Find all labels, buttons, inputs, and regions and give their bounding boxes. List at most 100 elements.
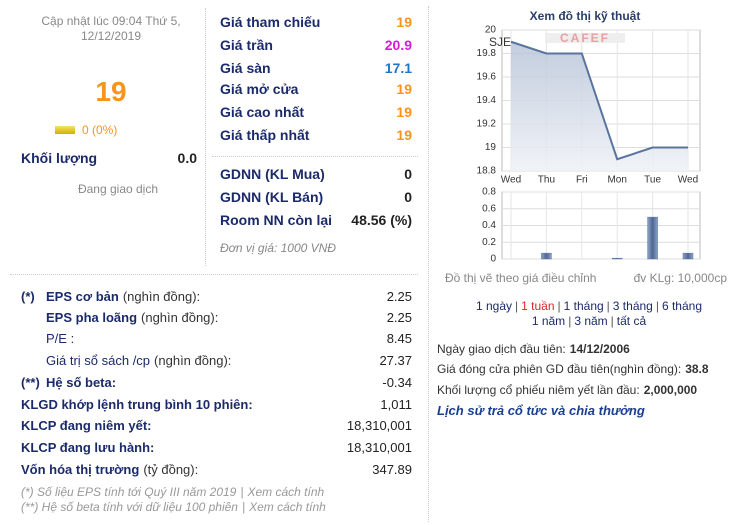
price-value: 19	[396, 81, 412, 97]
price-change: 0 (0%)	[82, 123, 118, 137]
y-tick-label: 0	[490, 254, 496, 265]
price-label: Giá sàn	[220, 60, 271, 76]
volume-value: 0.0	[177, 150, 197, 166]
logo-bg	[545, 33, 625, 43]
stat-unit: (nghìn đồng):	[141, 310, 219, 325]
foreign-value: 0	[404, 189, 412, 205]
range-link[interactable]: 3 tháng	[612, 299, 653, 313]
divider	[212, 156, 418, 157]
foreign-label: Room NN còn lại	[220, 212, 333, 228]
separator: |	[240, 485, 244, 499]
chart-note: Đồ thị vẽ theo giá điều chỉnh	[445, 271, 597, 285]
stat-value: -0.34	[382, 375, 412, 390]
stat-label-text: Vốn hóa thị trường	[21, 462, 140, 477]
bar	[682, 252, 694, 260]
range-link[interactable]: 3 năm	[574, 314, 608, 328]
price-value: 19	[396, 104, 412, 120]
stat-unit: (nghìn đồng):	[154, 353, 232, 368]
x-tick-label: Tue	[644, 175, 661, 186]
range-link[interactable]: 1 năm	[531, 314, 566, 328]
foreign-value: 48.56 (%)	[351, 212, 412, 228]
stat-value: 2.25	[386, 310, 412, 325]
price-label: Giá trần	[220, 37, 273, 53]
y-tick-label: 0.2	[482, 237, 496, 248]
foreign-label: GDNN (KL Bán)	[220, 189, 324, 205]
x-tick-label: Wed	[501, 175, 521, 186]
stat-label: KLGD khớp lệnh trung bình 10 phiên:	[21, 397, 253, 412]
y-tick-label: 19.8	[477, 48, 497, 59]
stat-marker: (**)	[21, 375, 40, 390]
stat-label: Giá trị sổ sách /cp (nghìn đồng):	[46, 353, 231, 369]
range-link[interactable]: 1 ngày	[475, 299, 512, 313]
range-link[interactable]: 6 tháng	[661, 299, 703, 313]
info-label: Ngày giao dịch đầu tiên:	[437, 342, 566, 356]
stat-value: 27.37	[379, 353, 412, 368]
foreign-label: GDNN (KL Mua)	[220, 166, 325, 182]
change-indicator	[55, 126, 75, 134]
line	[510, 40, 688, 161]
stat-unit: (tỷ đồng):	[143, 462, 199, 477]
foreign-value: 0	[404, 166, 412, 182]
stat-unit: (nghìn đồng):	[122, 289, 201, 304]
ticker: SJE	[489, 35, 511, 49]
y-tick-label: 0.4	[482, 220, 496, 231]
info-line: Giá đóng cửa phiên GD đầu tiên(nghìn đồn…	[437, 361, 709, 377]
divider	[205, 8, 206, 266]
footnote: (*) Số liệu EPS tính tới Quý III năm 201…	[21, 484, 324, 500]
chart-title[interactable]: Xem đồ thị kỹ thuật	[529, 9, 641, 23]
stat-value: 18,310,001	[346, 440, 412, 455]
y-tick-label: 0.6	[482, 203, 496, 214]
y-tick-label: 19	[485, 142, 497, 153]
divider	[428, 6, 429, 522]
x-tick-label: Thu	[538, 175, 555, 186]
logo: CAFEF	[560, 31, 610, 45]
stat-value: 347.89	[372, 462, 412, 477]
info-label: Giá đóng cửa phiên GD đầu tiên(nghìn đồn…	[437, 362, 682, 376]
range-links: 1 ngày | 1 tuần | 1 tháng | 3 tháng | 6 tháng 1 n…	[459, 299, 719, 329]
info-line: Ngày giao dịch đầu tiên: 14/12/2006	[437, 341, 630, 357]
separator: |	[568, 314, 572, 328]
range-link[interactable]: 1 tháng	[563, 299, 604, 313]
trading-status: Đang giao dịch	[77, 182, 159, 196]
stat-value: 8.45	[386, 331, 412, 346]
y-tick-label: 19.2	[477, 119, 497, 130]
info-line: Khối lượng cổ phiếu niêm yết lần đầu: 2,0…	[437, 382, 697, 398]
footnote-link[interactable]: Xem cách tính	[247, 485, 325, 499]
history-link[interactable]: Lịch sử trả cổ tức và chia thưởng	[437, 403, 645, 418]
stat-label: KLCP đang lưu hành:	[21, 440, 155, 455]
volume-label: Khối lượng	[21, 150, 98, 166]
stat-label: Vốn hóa thị trường (tỷ đồng):	[21, 462, 198, 478]
stat-label: EPS pha loãng (nghìn đồng):	[46, 310, 218, 326]
range-link[interactable]: tất cả	[616, 314, 647, 328]
price-value: 20.9	[384, 37, 412, 53]
range-link[interactable]: 1 tuần	[521, 299, 555, 313]
stat-label: P/E :	[46, 331, 75, 346]
x-tick-label: Mon	[607, 175, 626, 186]
y-tick-label: 0.8	[482, 187, 496, 198]
y-tick-label: 20	[485, 25, 497, 36]
bar	[611, 257, 623, 260]
separator: |	[557, 299, 561, 313]
stat-label-text: Giá trị sổ sách /cp	[46, 353, 151, 368]
footnote-text: (**) Hệ số beta tính với dữ liệu 100 phi…	[21, 500, 238, 514]
stat-label: EPS cơ bản (nghìn đồng):	[46, 289, 200, 305]
update-date: 12/12/2019	[80, 29, 142, 43]
separator: |	[655, 299, 659, 313]
stat-marker: (*)	[21, 289, 35, 304]
y-tick-label: 19.6	[477, 72, 497, 83]
price-label: Giá mở cửa	[220, 81, 299, 97]
separator: |	[610, 314, 614, 328]
update-time: Cập nhật lúc 09:04 Thứ 5,	[41, 14, 181, 28]
stat-value: 2.25	[386, 289, 412, 304]
info-value: 38.8	[685, 362, 709, 376]
footnote-link[interactable]: Xem cách tính	[249, 500, 326, 514]
x-tick-label: Fri	[576, 175, 588, 186]
current-price: 19	[95, 76, 127, 107]
price-label: Giá cao nhất	[220, 104, 305, 120]
stat-label: Hệ số beta:	[46, 375, 117, 390]
info-value: 2,000,000	[643, 383, 698, 397]
separator: |	[515, 299, 519, 313]
y-tick-label: 19.4	[477, 95, 497, 106]
